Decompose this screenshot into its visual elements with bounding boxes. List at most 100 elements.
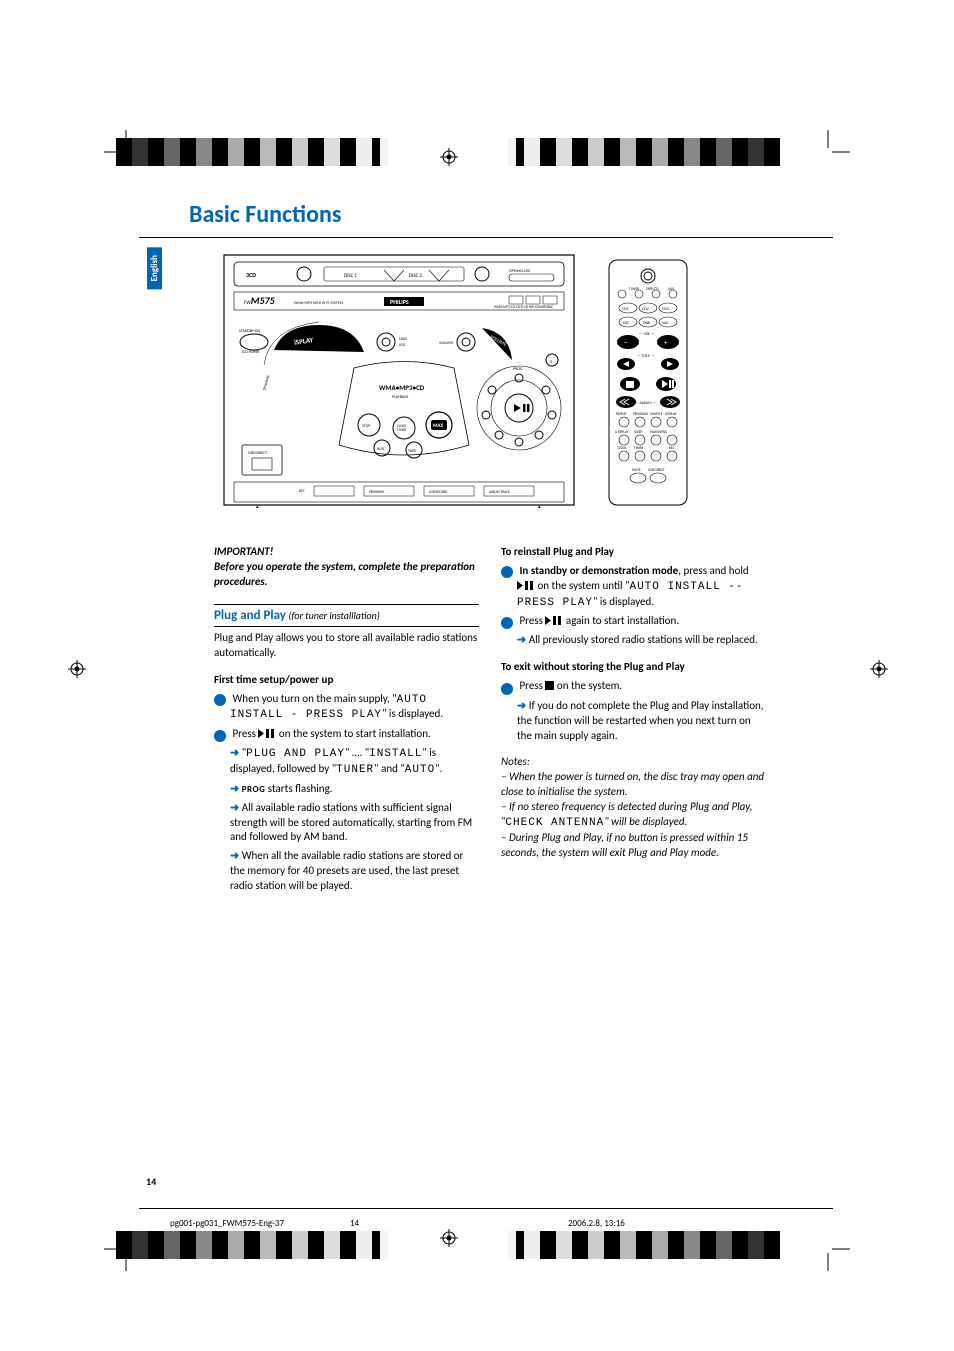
svg-text:DISPLAY: DISPLAY [665, 412, 677, 416]
svg-text:−: − [624, 338, 628, 348]
step-bullet-solid: • [501, 683, 513, 695]
step-bullet-1: 1 [214, 694, 226, 706]
svg-text:DEC: DEC [299, 489, 305, 493]
svg-text:REPEAT: REPEAT [616, 412, 627, 416]
page-number: 14 [146, 1175, 156, 1188]
svg-text:USB DIRECT: USB DIRECT [248, 451, 267, 456]
svg-text:OPEN•CLOSE: OPEN•CLOSE [509, 269, 530, 274]
crop-mark-icon [104, 130, 134, 160]
footer-text: pg001-pg031_FWM575-Eng-37 14 2006.2.8, 1… [170, 1218, 820, 1229]
svg-text:DISC 1: DISC 1 [344, 273, 357, 279]
arrow-icon: ➜ [517, 633, 526, 646]
svg-text:USB RECORD: USB RECORD [429, 490, 448, 494]
svg-text:DYNAMIC: DYNAMIC [263, 374, 272, 391]
notes-heading: Notes: [501, 755, 766, 770]
play-pause-icon [545, 614, 563, 627]
notes-block: Notes: – When the power is turned on, th… [501, 755, 766, 860]
svg-text:JOG: JOG [399, 343, 406, 348]
svg-text:WMA-MP3 MINI HI-FI SYSTEM: WMA-MP3 MINI HI-FI SYSTEM [294, 301, 344, 306]
plug-play-intro: Plug and Play allows you to store all av… [214, 631, 479, 661]
exit-step-1: • Press on the system. [501, 679, 766, 695]
svg-text:— TITLE —: — TITLE — [637, 354, 655, 359]
svg-text:ECO POWER: ECO POWER [242, 350, 260, 354]
step-bullet-2: 2 [501, 617, 513, 629]
step-2-result-4: ➜ When all the available radio stations … [214, 849, 479, 894]
right-column: To reinstall Plug and Play 1 In standby … [501, 545, 766, 898]
svg-text:ALBUM TRACK: ALBUM TRACK [489, 490, 510, 494]
arrow-icon: ➜ [230, 801, 239, 814]
svg-text:STANDBY-ON: STANDBY-ON [239, 329, 260, 334]
svg-text:PLAYBACK: PLAYBACK [392, 395, 409, 400]
crop-mark-icon [104, 1241, 134, 1271]
step-bullet-2: 2 [214, 730, 226, 742]
svg-text:DISC 2: DISC 2 [409, 273, 422, 279]
footer-timestamp: 2006.2.8, 13:16 [568, 1218, 625, 1229]
step-2-result-1: ➜ "PLUG AND PLAY" …. "INSTALL" is displa… [214, 746, 479, 778]
svg-text:SHUFFLE: SHUFFLE [650, 412, 663, 416]
footer-divider [139, 1208, 833, 1209]
color-bar-top-left [116, 138, 388, 166]
reinstall-heading: To reinstall Plug and Play [501, 545, 766, 560]
left-column: IMPORTANT! Before you operate the system… [214, 545, 479, 898]
device-diagram: 3CD DISC 1 DISC 2 OPEN•CLOSE FWM575 WMA-… [214, 250, 839, 515]
registration-mark-icon [68, 660, 86, 683]
svg-text:WMA•MP3•CD: WMA•MP3•CD [379, 383, 425, 392]
crop-mark-icon [820, 1241, 850, 1271]
footer-page: 14 [350, 1218, 568, 1229]
step-1: 1 When you turn on the main supply, "AUT… [214, 692, 479, 724]
reinstall-step-1: 1 In standby or demonstration mode, pres… [501, 564, 766, 611]
svg-text:TIMER: TIMER [397, 428, 406, 432]
svg-text:CD3: CD3 [662, 307, 669, 312]
note-2: – If no stereo frequency is detected dur… [501, 800, 766, 831]
svg-text:CLOCK: CLOCK [617, 446, 626, 450]
svg-text:USB DIRECT: USB DIRECT [648, 468, 665, 472]
svg-text:SLEEP: SLEEP [634, 430, 642, 434]
important-heading: IMPORTANT! [214, 545, 479, 560]
svg-text:VAC: VAC [662, 321, 669, 326]
svg-text:FWM575: FWM575 [244, 294, 275, 307]
svg-text:NAVI: NAVI [399, 337, 407, 342]
arrow-icon: ➜ [230, 746, 239, 759]
color-bar-bottom-left [116, 1231, 388, 1259]
play-pause-icon [517, 579, 535, 592]
important-text: Before you operate the system, complete … [214, 560, 479, 590]
svg-text:♫: ♫ [549, 359, 553, 365]
color-bar-bottom-right [508, 1231, 780, 1259]
svg-text:DBB: DBB [643, 321, 650, 326]
svg-text:AUX: AUX [668, 287, 674, 291]
svg-text:WMA-MP3-CD-CD-R-CD-RW COMPATIB: WMA-MP3-CD-CD-R-CD-RW COMPATIBLE [494, 305, 553, 309]
color-bar-top-right [508, 138, 780, 166]
registration-mark-icon [440, 1229, 458, 1252]
svg-text:MAX/NEWS: MAX/NEWS [650, 430, 667, 434]
note-3: – During Plug and Play, if no button is … [501, 831, 766, 861]
exit-result-1: ➜ If you do not complete the Plug and Pl… [501, 699, 766, 744]
svg-text:REC: REC [669, 446, 675, 450]
svg-text:TAPE: TAPE [408, 449, 416, 454]
arrow-icon: ➜ [230, 782, 239, 795]
step-bullet-1: 1 [501, 566, 513, 578]
step-2-result-3: ➜ All available radio stations with suff… [214, 801, 479, 846]
svg-text:PROGRAM: PROGRAM [633, 412, 648, 416]
reinstall-step-2: 2 Press again to start installation. [501, 614, 766, 629]
footer-filename: pg001-pg031_FWM575-Eng-37 [170, 1218, 350, 1229]
svg-text:MAX: MAX [433, 423, 443, 429]
svg-text:AUX: AUX [377, 447, 385, 452]
page-title: Basic Functions [189, 200, 839, 229]
play-pause-icon [258, 727, 276, 740]
crop-mark-icon [820, 130, 850, 160]
svg-text:STOP: STOP [362, 424, 370, 429]
arrow-icon: ➜ [230, 849, 239, 862]
reinstall-result-1: ➜ All previously stored radio stations w… [501, 633, 766, 648]
note-1: – When the power is turned on, the disc … [501, 770, 766, 800]
step-2: 2 Press on the system to start installat… [214, 727, 479, 742]
registration-mark-icon [440, 148, 458, 171]
first-time-heading: First time setup/power up [214, 673, 479, 688]
page-content: Basic Functions 3CD DISC 1 DISC 2 OPEN•C… [139, 200, 839, 898]
svg-text:A.REPLAY: A.REPLAY [615, 430, 629, 434]
svg-text:CD1: CD1 [622, 307, 629, 312]
svg-text:+: + [664, 338, 668, 347]
step-2-result-2: ➜ PROG starts flashing. [214, 782, 479, 797]
exit-heading: To exit without storing the Plug and Pla… [501, 660, 766, 675]
svg-text:TIMER: TIMER [634, 446, 643, 450]
plug-play-note: (for tuner installlation) [288, 609, 379, 622]
